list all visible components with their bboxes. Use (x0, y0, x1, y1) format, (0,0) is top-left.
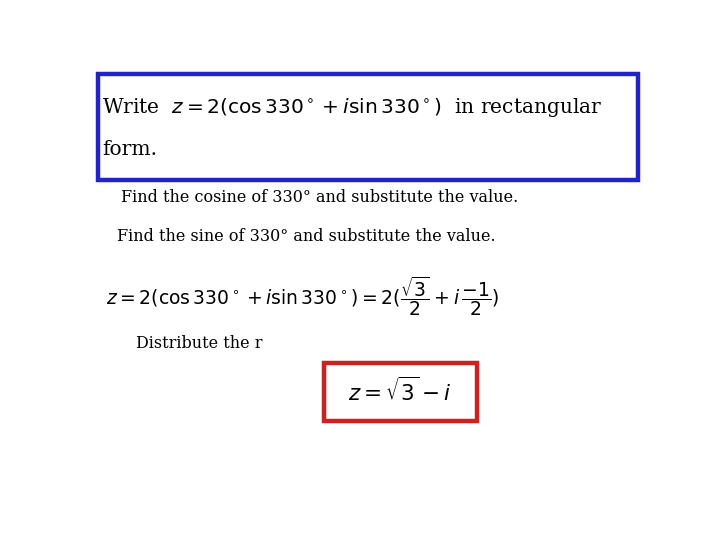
Text: $z = 2(\cos 330^\circ + i\sin 330^\circ) = 2(\dfrac{\sqrt{3}}{2} + i\,\dfrac{-1}: $z = 2(\cos 330^\circ + i\sin 330^\circ)… (106, 274, 498, 318)
Text: Find the sine of 330° and substitute the value.: Find the sine of 330° and substitute the… (117, 228, 496, 245)
Text: Find the cosine of 330° and substitute the value.: Find the cosine of 330° and substitute t… (121, 189, 518, 206)
Text: $z = \sqrt{3} - i$: $z = \sqrt{3} - i$ (348, 378, 451, 406)
Text: Write  $z = 2(\cos 330^\circ + i\sin 330^\circ)$  in rectangular: Write $z = 2(\cos 330^\circ + i\sin 330^… (102, 96, 603, 119)
Text: form.: form. (102, 140, 158, 159)
Text: Distribute the r: Distribute the r (137, 335, 263, 352)
FancyBboxPatch shape (324, 363, 477, 421)
FancyBboxPatch shape (98, 74, 638, 180)
